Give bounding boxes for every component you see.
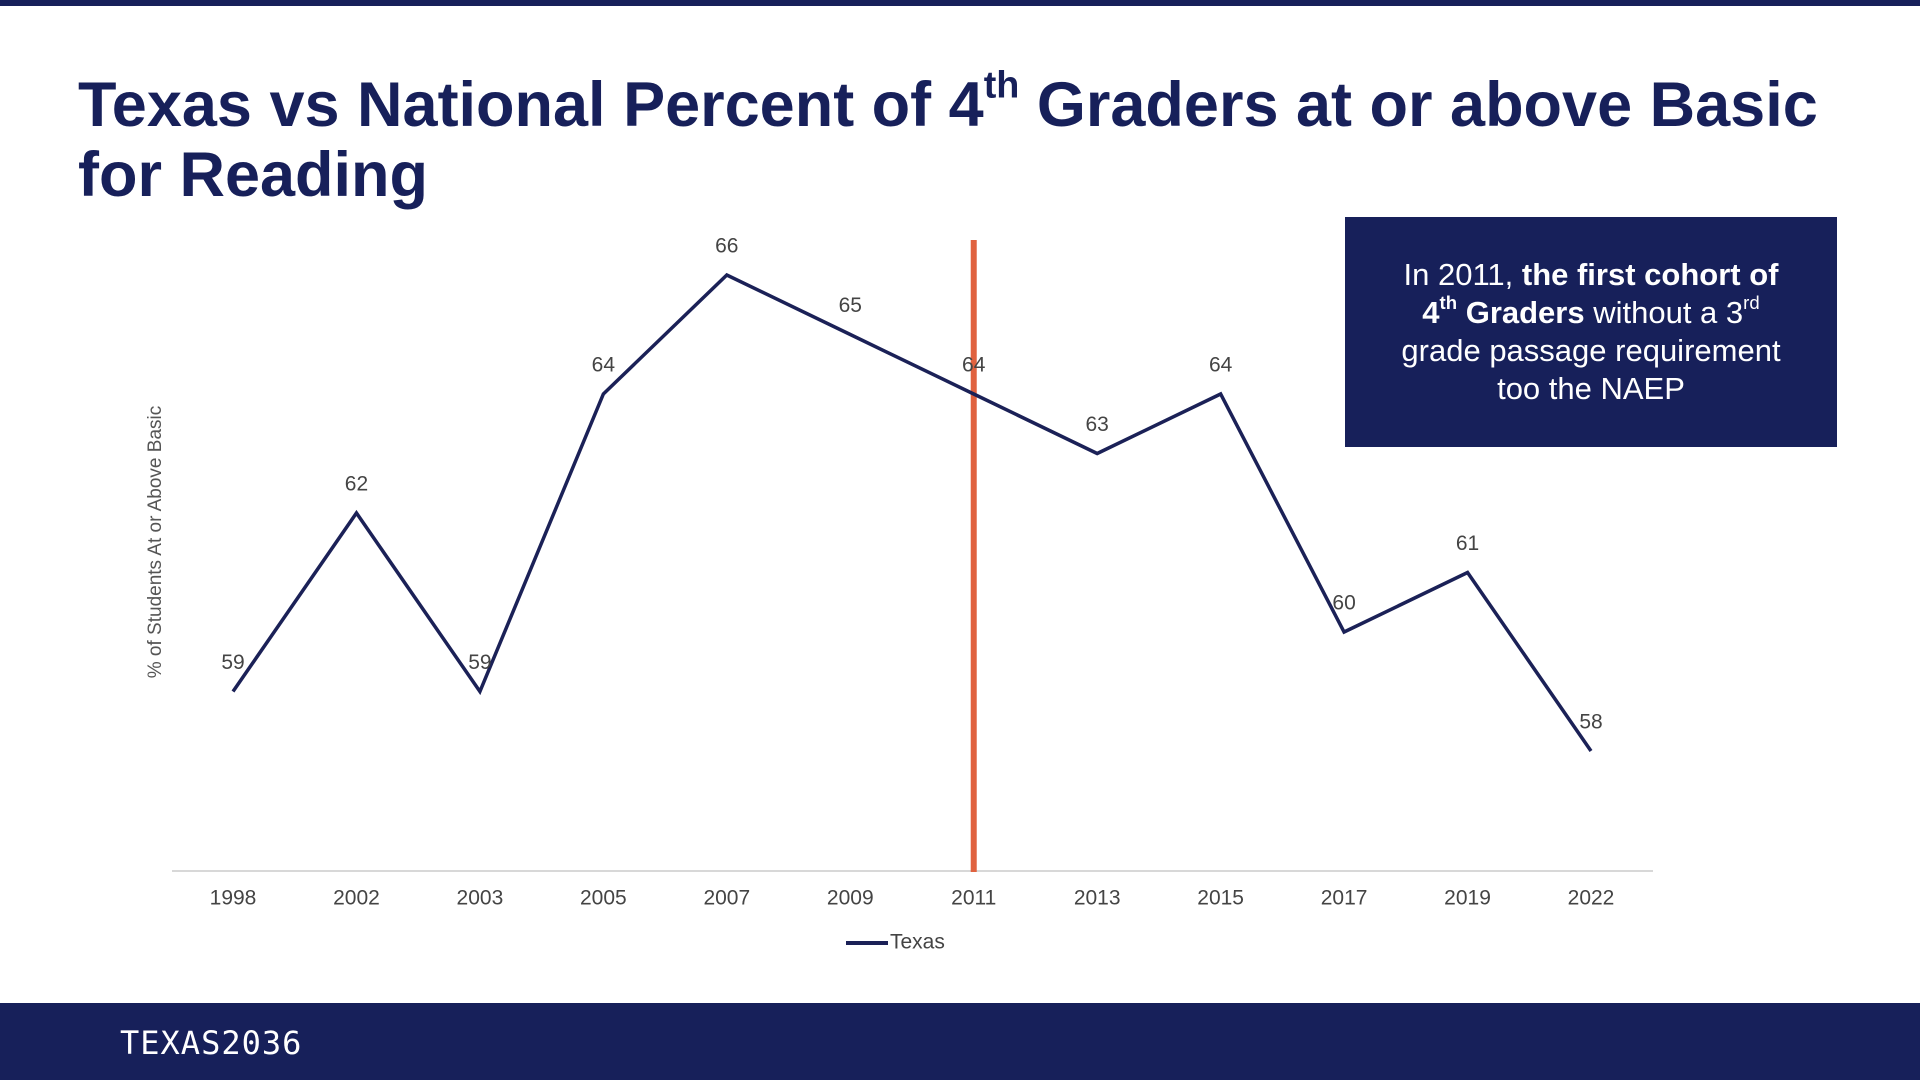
text-segment: Graders [1457,295,1585,330]
data-label: 61 [1456,532,1479,555]
annotation-line: grade passage requirement [1345,332,1837,370]
legend-label: Texas [890,931,945,954]
x-tick-label: 2019 [1444,887,1491,910]
text-segment: Texas vs National Percent of 4 [78,70,984,140]
text-segment: 4 [1422,295,1440,330]
footer-bar [0,1003,1920,1080]
annotation-line: In 2011, the first cohort of [1345,256,1837,294]
chart-title: Texas vs National Percent of 4th Graders… [78,67,1868,210]
line [231,272,1593,752]
text-segment: grade passage requirement [1401,333,1781,368]
x-tick-label: 2002 [333,887,380,910]
x-tick-label: 2015 [1197,887,1244,910]
data-label: 64 [962,354,986,377]
data-label: 62 [345,473,368,496]
text-segment: In 2011, [1403,257,1522,292]
text-segment: too the NAEP [1497,371,1685,406]
x-tick-label: 2009 [827,887,874,910]
text-segment: th [1439,292,1458,314]
x-tick-label: 2017 [1321,887,1368,910]
text-segment: without a 3 [1584,295,1744,330]
annotation-box: In 2011, the first cohort of 4th Graders … [1345,217,1837,447]
x-tick-label: 2005 [580,887,627,910]
data-label: 64 [1209,354,1233,377]
x-tick-label: 2022 [1568,887,1615,910]
data-label: 66 [715,235,738,258]
data-label: 60 [1332,592,1355,615]
data-label: 63 [1086,413,1109,436]
text-segment: the first cohort of [1521,257,1779,292]
data-label: 58 [1579,711,1602,734]
x-tick-label: 2013 [1074,887,1121,910]
data-label: 64 [592,354,616,377]
top-bar [0,0,1920,6]
text-segment: Graders at or above Basic for Reading [78,70,1818,210]
annotation-line: 4th Graders without a 3rd [1345,292,1837,332]
text-segment: rd [1743,292,1760,314]
logo: TEXAS2036 [120,1024,303,1062]
data-label: 65 [839,294,862,317]
annotation-line: too the NAEP [1345,370,1837,408]
x-tick-label: 2011 [951,887,996,910]
y-axis-label: % of Students At or Above Basic [145,406,166,679]
data-label: 59 [468,651,491,674]
x-tick-label: 2007 [703,887,750,910]
text-segment: th [983,64,1020,107]
x-tick-label: 1998 [210,887,257,910]
x-tick-label: 2003 [457,887,504,910]
data-label: 59 [221,651,244,674]
